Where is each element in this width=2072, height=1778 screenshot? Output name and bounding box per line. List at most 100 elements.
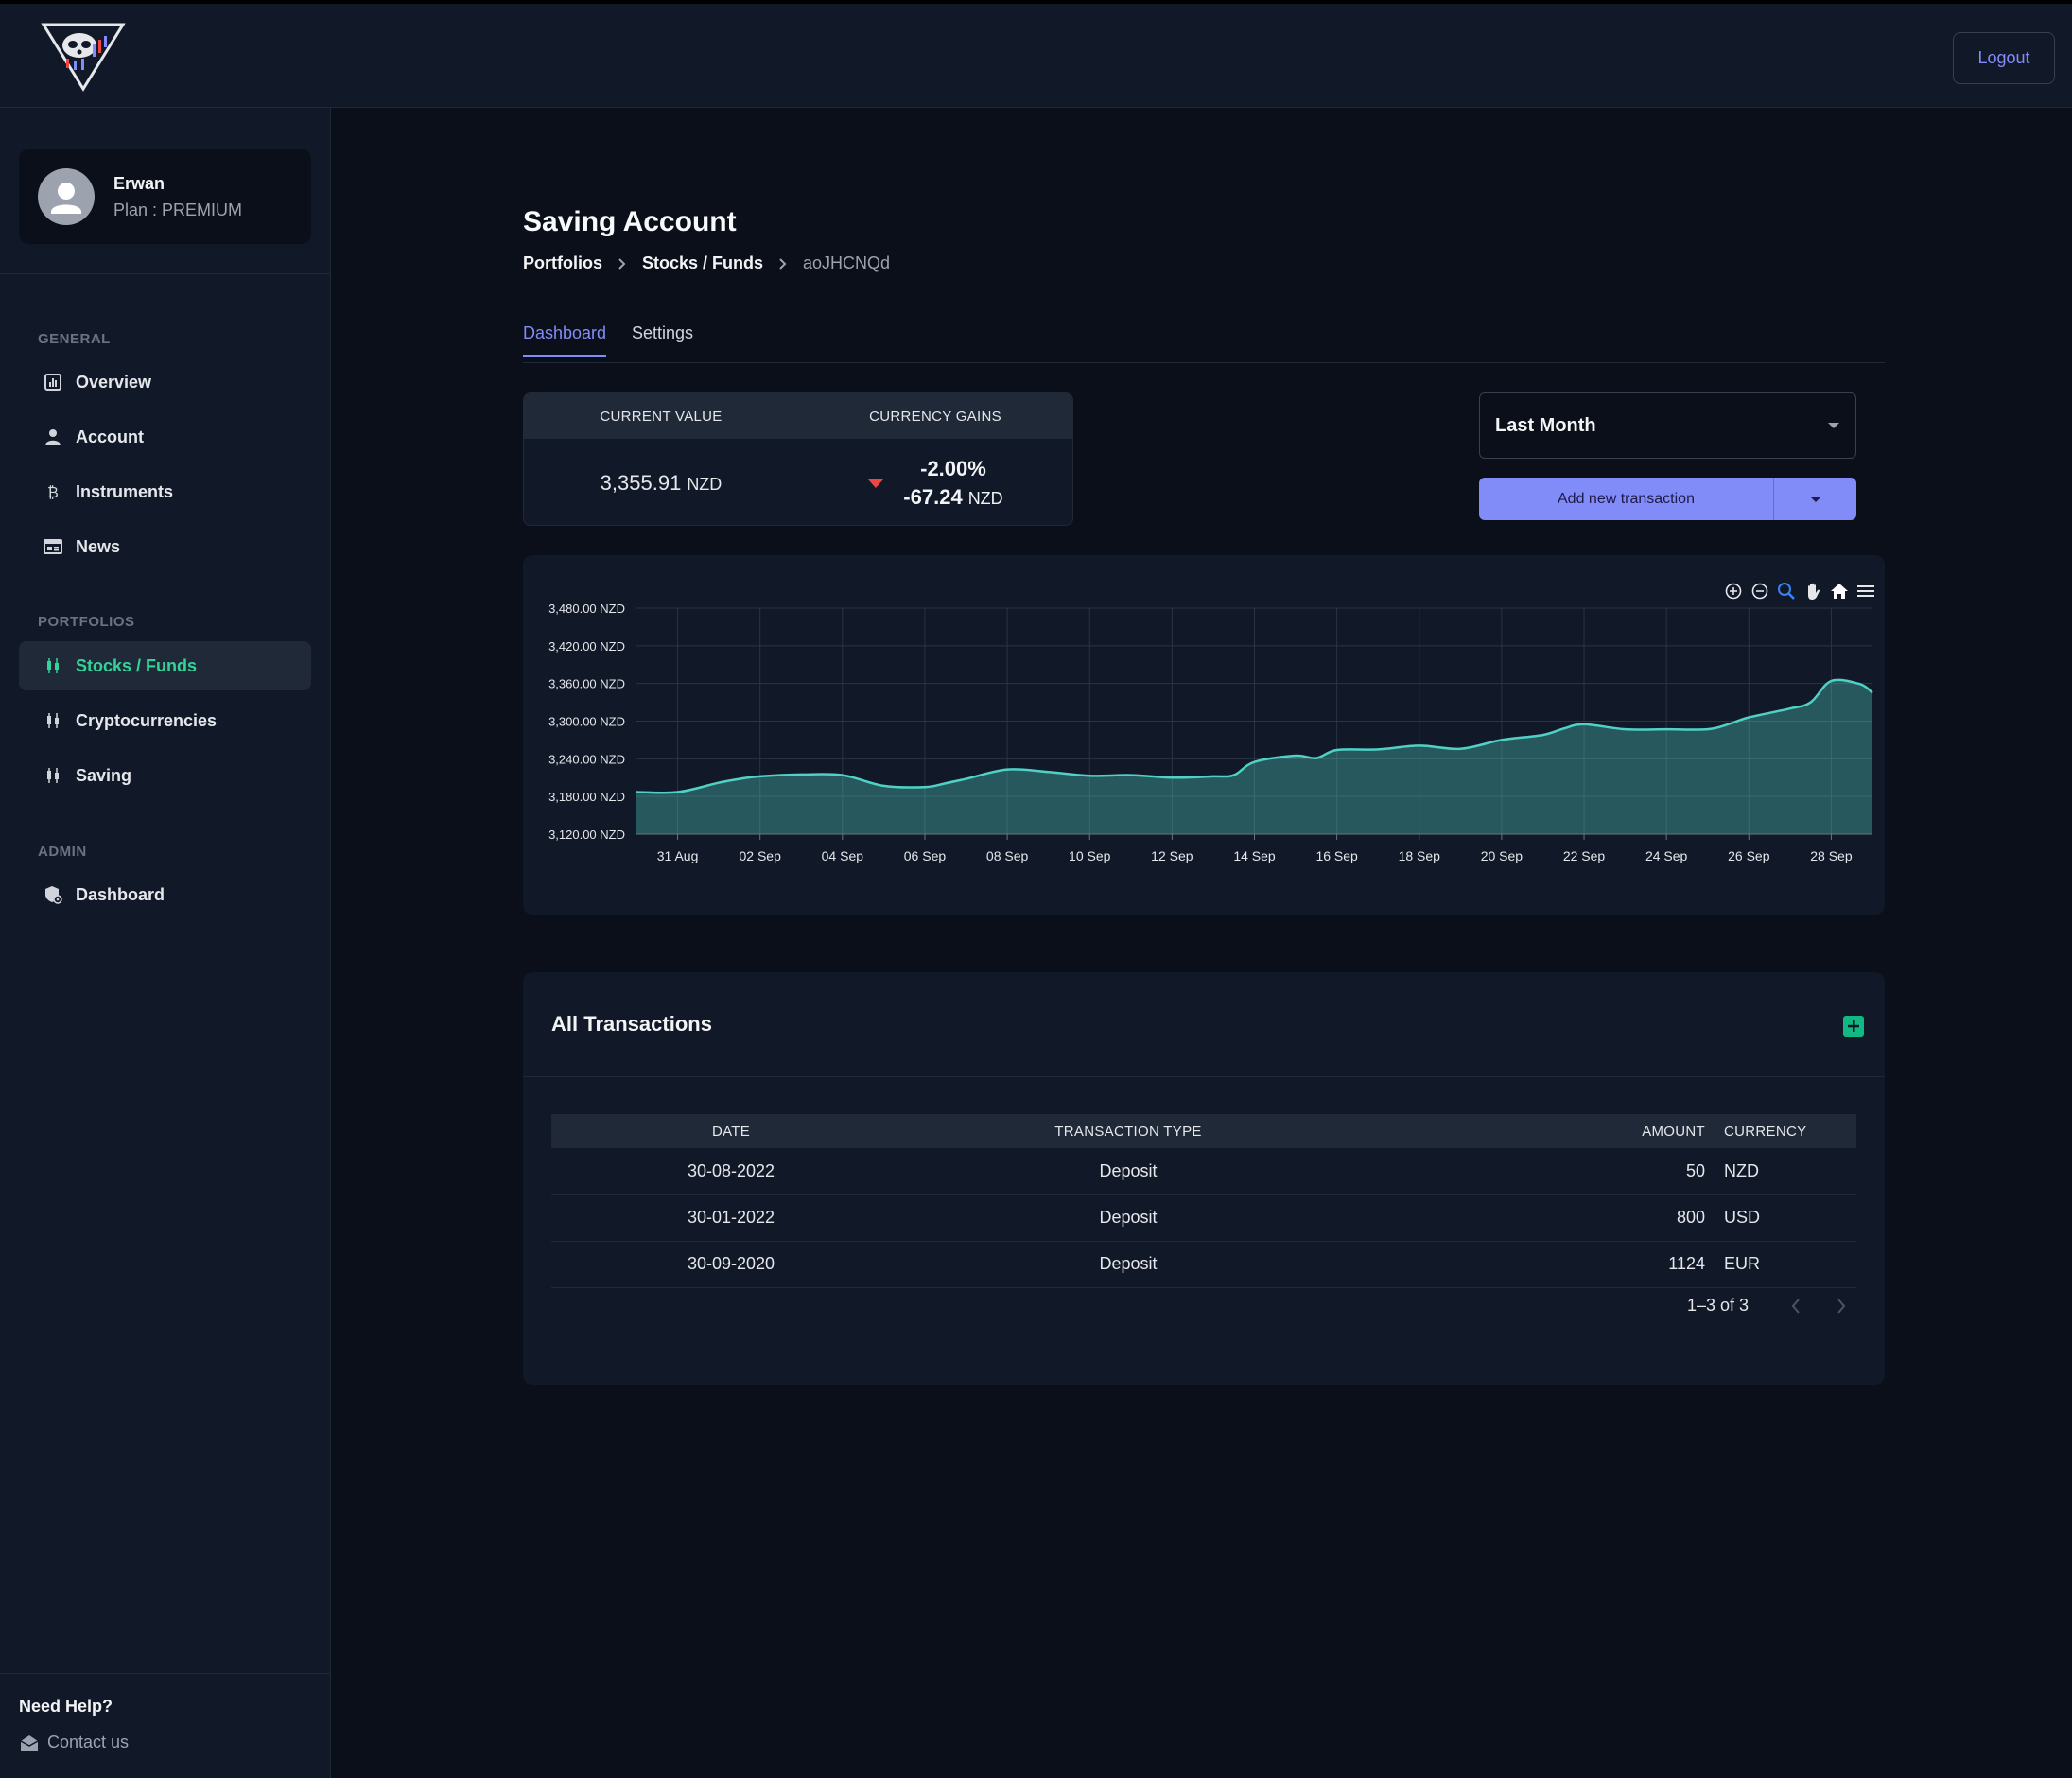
y-tick-label: 3,120.00 NZD (548, 828, 625, 842)
x-tick-label: 16 Sep (1315, 848, 1358, 863)
sidebar: Erwan Plan : PREMIUM GENERAL Overview Ac… (0, 108, 331, 1778)
chart-grid (636, 607, 1872, 835)
menu-icon[interactable] (1856, 582, 1875, 601)
home-reset-icon[interactable] (1830, 582, 1849, 601)
section-label-portfolios: PORTFOLIOS (38, 614, 135, 630)
cell-date: 30-08-2022 (551, 1148, 911, 1195)
value-chart[interactable]: 3,120.00 NZD 3,180.00 NZD 3,240.00 NZD 3,30… (523, 555, 1885, 915)
raccoon-logo-icon[interactable] (38, 21, 129, 93)
sidebar-item-label: Saving (76, 765, 132, 785)
zoom-out-icon[interactable] (1750, 582, 1769, 601)
sidebar-item-admin-dashboard[interactable]: Dashboard (19, 870, 311, 919)
caret-down-icon (1809, 496, 1821, 502)
add-transaction-icon[interactable] (1843, 1016, 1864, 1037)
cell-date: 30-01-2022 (551, 1194, 911, 1242)
gain-absolute-number: -67.24 (903, 484, 963, 509)
next-page-button[interactable] (1836, 1298, 1847, 1315)
x-tick-label: 18 Sep (1399, 848, 1441, 863)
breadcrumb-stocks-funds[interactable]: Stocks / Funds (642, 253, 764, 272)
sidebar-divider (0, 1673, 330, 1674)
cell-amount: 50 (1346, 1148, 1724, 1195)
y-tick-label: 3,180.00 NZD (548, 790, 625, 804)
user-plan: Plan : PREMIUM (113, 200, 243, 219)
add-transaction-dropdown-button[interactable] (1773, 478, 1856, 520)
transactions-title: All Transactions (551, 1012, 712, 1036)
sidebar-item-saving[interactable]: Saving (19, 751, 311, 800)
stats-card: CURRENT VALUE CURRENCY GAINS 3,355.91 NZD… (523, 392, 1073, 526)
time-range-select[interactable]: Last Month (1479, 392, 1856, 459)
magnifier-zoom-icon[interactable] (1777, 582, 1796, 601)
column-header-amount[interactable]: AMOUNT (1346, 1114, 1724, 1148)
y-tick-label: 3,300.00 NZD (548, 715, 625, 729)
tab-settings[interactable]: Settings (632, 323, 694, 342)
sidebar-item-label: Overview (76, 372, 152, 392)
sidebar-item-instruments[interactable]: ₿ Instruments (19, 467, 311, 516)
cell-type: Deposit (911, 1194, 1346, 1242)
current-value-label: CURRENT VALUE (600, 408, 723, 425)
user-avatar-icon (51, 183, 81, 214)
chart-series (636, 678, 1873, 834)
user-icon (44, 427, 62, 446)
time-range-value: Last Month (1495, 414, 1596, 436)
x-tick-label: 31 Aug (657, 848, 699, 863)
sidebar-item-account[interactable]: Account (19, 412, 311, 462)
top-bar: Logout (0, 0, 2072, 108)
cell-date: 30-09-2020 (551, 1241, 911, 1288)
chevron-right-icon (618, 257, 627, 270)
current-value: 3,355.91 NZD (601, 471, 723, 496)
column-header-date[interactable]: DATE (551, 1114, 911, 1148)
x-tick-label: 22 Sep (1563, 848, 1606, 863)
x-tick-label: 26 Sep (1728, 848, 1770, 863)
add-transaction-button[interactable]: Add new transaction (1479, 478, 1773, 520)
chart-icon (44, 373, 62, 392)
logout-button[interactable]: Logout (1953, 32, 2055, 84)
x-tick-label: 10 Sep (1069, 848, 1111, 863)
help-title: Need Help? (19, 1697, 113, 1716)
section-label-general: GENERAL (38, 331, 111, 347)
table-row[interactable]: 30-01-2022 Deposit 800 USD (551, 1194, 1856, 1242)
currency-gains-cell: -2.00% -67.24 NZD (798, 439, 1072, 525)
breadcrumb-portfolios[interactable]: Portfolios (523, 253, 602, 272)
column-header-type[interactable]: TRANSACTION TYPE (911, 1114, 1346, 1148)
x-tick-label: 02 Sep (740, 848, 782, 863)
y-tick-label: 3,480.00 NZD (548, 601, 625, 616)
breadcrumb-current: aoJHCNQd (803, 253, 891, 272)
currency-gains-label: CURRENCY GAINS (869, 408, 1001, 425)
chevron-right-icon (778, 257, 788, 270)
candlestick-icon (44, 656, 62, 675)
sidebar-item-stocks-funds[interactable]: Stocks / Funds (19, 641, 311, 690)
sidebar-item-overview[interactable]: Overview (19, 357, 311, 407)
current-value-number: 3,355.91 (600, 470, 682, 495)
candlestick-icon (44, 766, 62, 785)
user-card[interactable]: Erwan Plan : PREMIUM (19, 149, 311, 244)
chart-toolbar (1724, 582, 1875, 601)
transactions-card: All Transactions DATE TRANSACTION TYPE A… (523, 972, 1885, 1385)
current-value-cell: 3,355.91 NZD (524, 439, 798, 525)
breadcrumb: Portfolios Stocks / Funds aoJHCNQd (523, 253, 890, 273)
chart-x-axis: 31 Aug 02 Sep 04 Sep 06 Sep 08 Sep 10 Sep 12 S… (636, 833, 1872, 863)
zoom-in-icon[interactable] (1724, 582, 1743, 601)
avatar (38, 168, 95, 225)
sidebar-item-cryptocurrencies[interactable]: Cryptocurrencies (19, 696, 311, 745)
column-header-currency[interactable]: CURRENCY (1724, 1114, 1856, 1148)
sidebar-item-news[interactable]: News (19, 522, 311, 571)
x-tick-label: 28 Sep (1810, 848, 1853, 863)
cell-amount: 1124 (1346, 1241, 1724, 1288)
table-row[interactable]: 30-09-2020 Deposit 1124 EUR (551, 1241, 1856, 1288)
contact-us-link[interactable]: Contact us (19, 1733, 129, 1752)
x-tick-label: 12 Sep (1151, 848, 1193, 863)
y-tick-label: 3,420.00 NZD (548, 639, 625, 654)
pan-hand-icon[interactable] (1803, 582, 1822, 601)
pagination: 1–3 of 3 (1687, 1296, 1847, 1316)
cell-amount: 800 (1346, 1194, 1724, 1242)
sidebar-item-label: Account (76, 427, 144, 446)
svg-text:₿: ₿ (47, 483, 59, 500)
tab-dashboard[interactable]: Dashboard (523, 323, 607, 357)
table-row[interactable]: 30-08-2022 Deposit 50 NZD (551, 1148, 1856, 1195)
stats-body: 3,355.91 NZD -2.00% -67.24 NZD (524, 439, 1072, 525)
prev-page-button[interactable] (1790, 1298, 1802, 1315)
candlestick-icon (44, 711, 62, 730)
sidebar-item-label: Stocks / Funds (76, 655, 198, 675)
table-header-row: DATE TRANSACTION TYPE AMOUNT CURRENCY (551, 1114, 1856, 1148)
chart-card: 3,120.00 NZD 3,180.00 NZD 3,240.00 NZD 3,30… (523, 555, 1885, 915)
